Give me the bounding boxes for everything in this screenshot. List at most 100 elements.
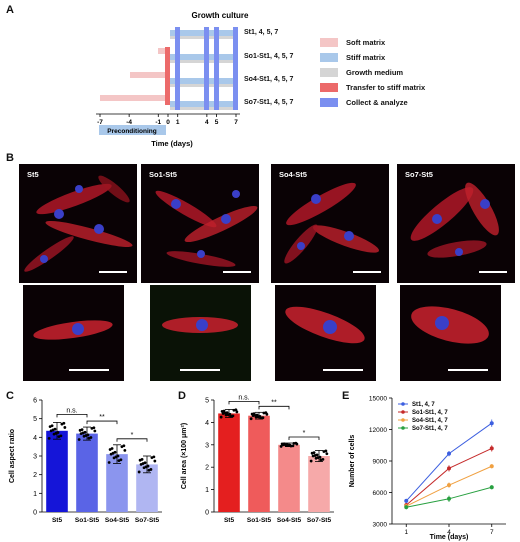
- data-point: [117, 459, 121, 463]
- series-point: [489, 464, 494, 469]
- category-label: St5: [52, 517, 63, 524]
- legend-stiff-swatch: [320, 53, 338, 62]
- significance-label: *: [131, 432, 134, 439]
- growth-bar-so4: [170, 84, 236, 87]
- x-tick-label: 7: [490, 529, 494, 536]
- y-tick-label: 6000: [373, 490, 388, 497]
- scale-bar: [99, 271, 127, 273]
- data-point: [311, 454, 315, 458]
- series-point: [447, 466, 451, 471]
- data-point: [319, 458, 323, 462]
- data-point: [108, 448, 112, 451]
- data-point: [292, 441, 296, 445]
- y-tick-label: 4: [205, 420, 209, 427]
- micrograph-so7-st5: So7-St5: [397, 164, 515, 283]
- micrograph-st5: St5: [19, 164, 137, 283]
- legend-transfer: Transfer to stiff matrix: [320, 83, 425, 92]
- scale-bar: [353, 271, 381, 273]
- panel-letter-a: A: [6, 4, 14, 16]
- data-point: [48, 425, 52, 428]
- row-label-so1: So1-St1, 4, 5, 7: [244, 53, 294, 60]
- micrograph-so4-st5: So4-St5: [271, 164, 389, 283]
- series-line: [405, 422, 493, 502]
- collect-day4: [204, 27, 209, 110]
- data-point: [235, 410, 239, 414]
- category-label: So7-St5: [307, 517, 332, 524]
- scale-bar: [323, 369, 363, 371]
- micrograph-label-so1-st5: So1-St5: [149, 170, 177, 179]
- timeline-diagram: Growth culture -7 -4 -1 0 1 4 5 7 Preconditioni…: [96, 11, 249, 148]
- category-label: So4-St5: [105, 517, 130, 524]
- micrograph-zoom-so1-st5: [150, 285, 251, 381]
- data-point: [138, 458, 142, 462]
- timeline-tick-label: 4: [205, 119, 209, 126]
- y-tick-label: 2: [33, 472, 37, 479]
- series-point: [447, 451, 451, 456]
- legend-label: So4-St1, 4, 7: [412, 418, 448, 424]
- y-tick-label: 15000: [369, 396, 387, 403]
- scale-bar: [448, 369, 488, 371]
- legend-collect-swatch: [320, 98, 338, 107]
- bar: [308, 456, 330, 512]
- significance-bracket: [56, 414, 88, 418]
- stiff-bar-so1: [170, 54, 236, 60]
- data-point: [325, 452, 329, 456]
- y-tick-label: 2: [205, 465, 209, 472]
- bar: [46, 430, 68, 512]
- significance-label: n.s.: [66, 407, 77, 414]
- legend-growth-swatch: [320, 68, 338, 77]
- micrograph-zoom-so1-st5-cells: [162, 317, 238, 333]
- x-tick-label: 4: [447, 529, 451, 536]
- timeline-axis-label: Time (days): [151, 139, 193, 148]
- chart-cell-aspect-ratio: 0 1 2 3 4 5 6 Cell aspect ratio St5 So1-St5 So4-St…: [9, 398, 162, 524]
- micrograph-so1-st5-cells: [155, 190, 258, 267]
- scale-bar: [479, 271, 507, 273]
- significance-label: **: [99, 414, 105, 421]
- data-point: [322, 450, 326, 453]
- data-point: [79, 432, 83, 435]
- data-point: [142, 466, 146, 470]
- y-tick-label: 0: [33, 510, 37, 517]
- soft-bar-so4: [130, 72, 166, 78]
- series-point: [447, 496, 451, 501]
- category-label: So7-St5: [135, 517, 160, 524]
- data-point: [279, 445, 283, 448]
- legend-marker: [401, 426, 405, 430]
- legend-growth-label: Growth medium: [346, 68, 404, 77]
- legend-transfer-swatch: [320, 83, 338, 92]
- data-point: [120, 445, 124, 449]
- chart-number-of-cells: 3000 6000 9000 12000 15000 1 4 7 Time (days) Numb…: [349, 396, 506, 541]
- data-point: [219, 415, 223, 419]
- data-point: [78, 428, 82, 432]
- data-point: [123, 449, 127, 452]
- row-label-so4: So4-St1, 4, 5, 7: [244, 76, 294, 83]
- chart-cell-area: 0 1 2 3 4 5 Cell area (×100 μm²) St5 So1-St5 So4-…: [181, 394, 334, 524]
- preconditioning-band: [99, 125, 166, 135]
- stiff-bar-so7: [170, 101, 236, 107]
- bar: [76, 433, 98, 512]
- x-axis-label: Time (days): [430, 534, 469, 541]
- scale-bar: [223, 271, 251, 273]
- data-point: [249, 417, 253, 421]
- bar: [218, 413, 240, 512]
- significance-label: n.s.: [238, 394, 249, 401]
- y-tick-label: 3: [33, 454, 37, 461]
- micrograph-zoom-st5-cells: [33, 320, 113, 340]
- stiff-bar-st: [170, 30, 236, 36]
- data-point: [112, 456, 116, 460]
- timeline-tick-label: -1: [155, 119, 161, 126]
- data-point: [254, 415, 258, 419]
- legend-collect: Collect & analyze: [320, 98, 408, 107]
- stiff-bar-so4: [170, 78, 236, 84]
- y-tick-label: 6: [33, 398, 37, 405]
- legend-marker: [401, 410, 405, 414]
- bar: [106, 454, 128, 512]
- y-axis-label: Number of cells: [349, 435, 356, 488]
- bar: [136, 464, 158, 512]
- scale-bar: [69, 369, 109, 371]
- y-tick-label: 3: [205, 442, 209, 449]
- timeline-tick-label: 0: [166, 119, 170, 126]
- data-point: [251, 414, 255, 418]
- panel-letter-c: C: [6, 390, 14, 402]
- legend-marker: [401, 418, 405, 422]
